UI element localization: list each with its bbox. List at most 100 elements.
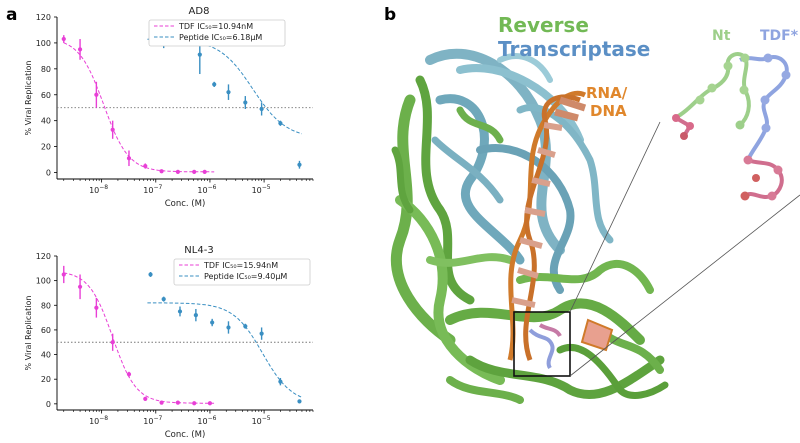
data-point [226,325,231,330]
data-point [278,121,283,126]
x-tick-exponent: −8 [99,415,108,422]
y-axis-label: % Viral Replication [24,61,33,136]
y-tick-label: 100 [36,39,51,48]
data-point [192,169,197,174]
y-tick-label: 20 [41,375,51,384]
data-point [159,169,164,174]
x-axis-label: Conc. (M) [165,430,206,440]
data-point [143,163,148,169]
fit-curve-1 [147,302,303,398]
data-point [297,162,302,167]
label-reverse: Reverse [498,13,589,37]
data-point [94,305,99,310]
legend-label: TDF IC₅₀=15.94nM [203,261,278,270]
chart-title: AD8 [189,6,210,17]
x-tick-exponent: −8 [99,184,108,191]
chart-title: NL4-3 [184,245,213,256]
data-point [278,379,283,384]
data-point [77,47,83,52]
data-point [175,169,180,174]
data-point [94,92,99,97]
data-point [192,401,197,406]
protein-structure: Reverse Transcriptase RNA/ DNA Nt TDF* [390,13,800,404]
data-point [193,313,198,318]
data-point [148,272,153,277]
x-tick-label: 10−6 [197,184,216,195]
data-point [110,340,115,345]
x-tick-exponent: −6 [208,184,217,191]
data-point [143,396,148,402]
x-tick-label: 10−5 [252,184,271,195]
y-tick-label: 120 [36,13,51,22]
data-point [259,331,264,336]
x-tick-label: 10−8 [89,184,108,195]
data-point [210,320,215,325]
data-point [212,82,217,87]
y-axis-label: % Viral Replication [24,296,33,371]
data-point [175,400,180,405]
connector-top [569,121,661,313]
x-tick-label: 10−6 [197,415,216,426]
data-point [177,309,183,314]
x-tick-label: 10−5 [252,415,271,426]
data-point [126,156,132,161]
y-tick-label: 120 [36,252,51,261]
y-tick-label: 40 [41,117,51,126]
y-tick-label: 100 [36,277,51,286]
connector-bottom [569,194,800,377]
data-point [243,100,248,105]
y-tick-label: 20 [41,143,51,152]
y-tick-label: 80 [41,65,51,74]
label-dna: DNA [590,102,627,120]
x-tick-exponent: −7 [153,184,162,191]
label-tdf: TDF* [760,28,799,44]
x-tick-label: 10−7 [143,184,162,195]
y-tick-label: 60 [41,91,51,100]
legend-label: Peptide IC₅₀=9.40μM [204,272,287,281]
ligand-in-box [528,323,562,370]
data-point [159,400,164,405]
x-tick-exponent: −5 [262,184,271,191]
y-tick-label: 0 [46,169,51,178]
x-tick-label: 10−8 [89,415,108,426]
data-point [61,272,66,277]
legend-box [173,258,311,286]
legend-label: Peptide IC₅₀=6.18μM [179,33,262,42]
x-tick-exponent: −7 [153,415,162,422]
data-point [61,36,66,42]
y-tick-label: 0 [46,400,51,409]
label-transcriptase: Transcriptase [498,37,650,61]
fit-curve-0 [63,272,215,404]
data-point [197,52,202,57]
data-point [202,169,207,174]
data-point [126,372,132,377]
legend-label: TDF IC₅₀=10.94nM [178,22,253,31]
x-tick-exponent: −5 [262,415,271,422]
panel-label-b: b [384,5,396,25]
transcriptase-ribbons [425,48,614,294]
chart-ad8: 0 20 40 60 80 100 120 10−8 10−7 10−6 10−5 AD8 Conc. … [24,6,314,209]
fit-curve-1 [147,38,303,135]
label-nt: Nt [712,28,731,44]
data-point [297,399,302,404]
label-rna: RNA/ [586,84,628,102]
data-point [226,90,231,95]
chart-nl43: 0 20 40 60 80 100 120 10−8 10−7 10−6 10−5 NL4-3 Conc… [24,245,314,440]
x-tick-label: 10−7 [143,415,162,426]
x-axis-label: Conc. (M) [165,199,206,209]
data-point [161,297,166,302]
legend-box [148,19,286,47]
zoom-box [513,311,571,377]
y-tick-label: 40 [41,351,51,360]
data-point [207,401,213,406]
data-point [259,106,264,112]
panel-label-a: a [6,5,17,25]
reverse-ribbons [390,75,669,404]
y-tick-label: 60 [41,326,51,335]
data-point [77,284,83,289]
rna-dna-helix [507,90,614,361]
data-point [243,324,248,329]
x-tick-exponent: −6 [208,415,217,422]
y-tick-label: 80 [41,301,51,310]
